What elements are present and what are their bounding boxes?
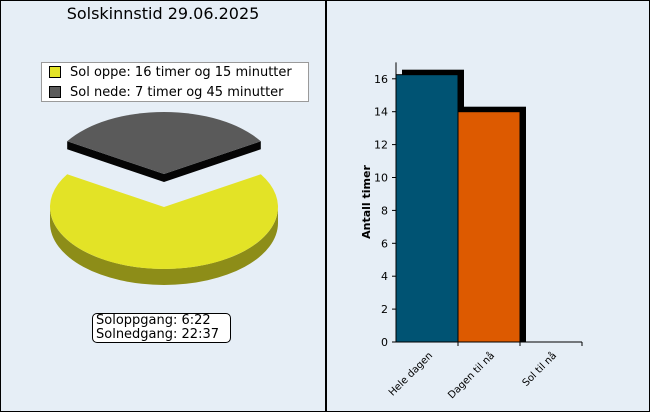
y-tick-label-8: 8 — [381, 204, 388, 217]
legend-item-sun-down: Sol nede: 7 timer og 45 minutter — [49, 83, 284, 103]
pie-slice-sun-up — [50, 174, 278, 269]
y-tick-label-10: 10 — [374, 172, 388, 185]
y-tick-label-12: 12 — [374, 139, 388, 152]
legend-swatch-sun-down — [49, 85, 61, 98]
x-tick-label-1: Dagen til nå — [445, 349, 497, 401]
pie-chart — [50, 111, 278, 285]
pie-slice-sun-down-side — [67, 141, 261, 182]
y-tick-label-14: 14 — [374, 106, 388, 119]
sunset-text: Solnedgang: 22:37 — [96, 327, 219, 342]
y-tick-label-6: 6 — [381, 237, 388, 250]
y-tick-label-0: 0 — [381, 336, 388, 349]
x-tick-label-2: Sol til nå — [519, 349, 559, 389]
y-tick-label-2: 2 — [381, 303, 388, 316]
panel-divider — [325, 1, 327, 411]
bar-0 — [395, 74, 459, 343]
bar-shadow-0 — [402, 69, 464, 342]
x-tick-label-0: Hele dagen — [387, 350, 435, 398]
y-axis-label: Antall timer — [360, 165, 373, 239]
pie-slice-sun-up-side — [50, 207, 278, 285]
legend-label-sun-up: Sol oppe: 16 timer og 15 minutter — [70, 65, 292, 80]
legend-label-sun-down: Sol nede: 7 timer og 45 minutter — [70, 85, 284, 100]
pie-legend: Sol oppe: 16 timer og 15 minutter Sol ne… — [41, 62, 309, 102]
sun-times-box: Soloppgang: 6:22 Solnedgang: 22:37 — [92, 313, 231, 343]
pie-slice-sun-down — [67, 111, 261, 174]
y-tick-label-4: 4 — [381, 270, 388, 283]
y-tick-label-16: 16 — [374, 73, 388, 86]
sunrise-text: Soloppgang: 6:22 — [96, 313, 211, 328]
pie-chart-title: Solskinnstid 29.06.2025 — [66, 4, 260, 23]
bar-shadow-1 — [464, 106, 526, 342]
legend-item-sun-up: Sol oppe: 16 timer og 15 minutter — [49, 63, 292, 83]
bar-1 — [457, 111, 521, 343]
legend-swatch-sun-up — [49, 65, 61, 78]
